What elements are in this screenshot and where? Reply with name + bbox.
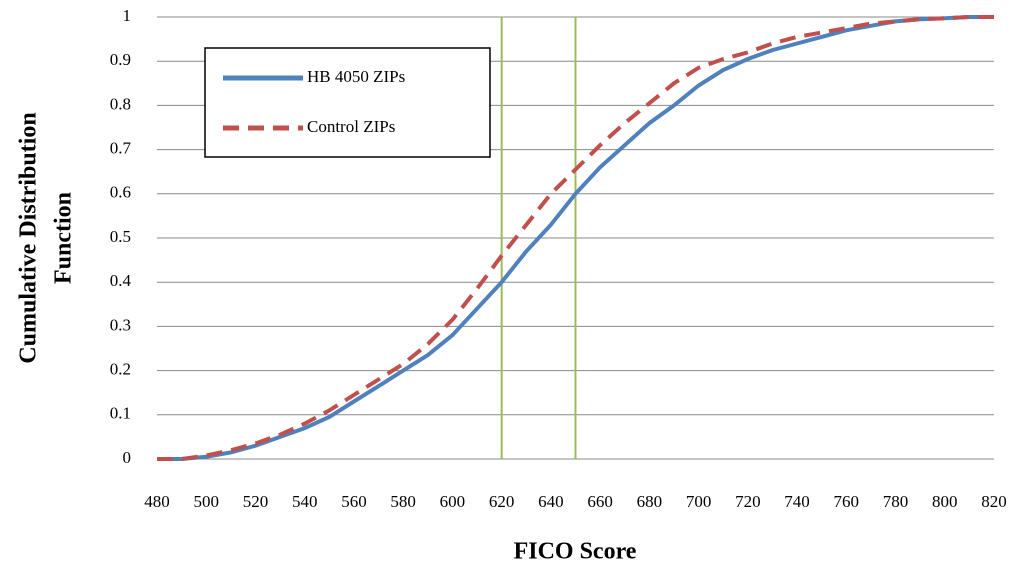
y-tick-label: 0.9 [110, 50, 131, 69]
x-tick-label: 600 [440, 492, 466, 511]
x-tick-label: 780 [883, 492, 909, 511]
x-tick-label: 760 [834, 492, 860, 511]
x-tick-label: 660 [587, 492, 613, 511]
data-line [157, 15, 994, 461]
legend-label: HB 4050 ZIPs [307, 67, 405, 86]
y-axis-label-line: Function [51, 192, 77, 284]
legend: HB 4050 ZIPs Control ZIPs [204, 47, 491, 158]
y-axis-label-line: Cumulative Distribution [16, 112, 42, 363]
y-tick-label: 0.6 [110, 183, 131, 202]
x-tick-label: 560 [341, 492, 367, 511]
x-axis-label: FICO Score [514, 539, 637, 565]
x-tick-label: 800 [932, 492, 958, 511]
y-axis-label: Cumulative Distribution Function [16, 112, 77, 363]
y-tick-label: 0.5 [110, 227, 131, 246]
x-tick-label: 720 [735, 492, 761, 511]
x-tick-label: 680 [637, 492, 663, 511]
x-tick-label: 500 [193, 492, 219, 511]
x-tick-label: 520 [243, 492, 269, 511]
x-tick-label: 480 [144, 492, 170, 511]
y-tick-label: 0.7 [110, 139, 132, 158]
y-tick-label: 0.1 [110, 404, 131, 423]
x-tick-label: 580 [390, 492, 416, 511]
y-tick-label: 0 [123, 448, 132, 467]
x-tick-label: 700 [686, 492, 712, 511]
y-tick-label: 0.4 [110, 271, 132, 290]
legend-box [204, 47, 491, 158]
x-tick-label: 820 [981, 492, 1007, 511]
x-tick-label: 640 [538, 492, 564, 511]
y-tick-label: 0.3 [110, 315, 131, 334]
y-tick-label: 0.2 [110, 360, 131, 379]
x-tick-label: 540 [292, 492, 318, 511]
x-tick-label: 620 [489, 492, 515, 511]
data-line [157, 15, 994, 461]
y-tick-label: 0.8 [110, 94, 131, 113]
x-tick-label: 740 [784, 492, 810, 511]
legend-label: Control ZIPs [307, 117, 395, 136]
y-tick-label: 1 [123, 6, 132, 25]
